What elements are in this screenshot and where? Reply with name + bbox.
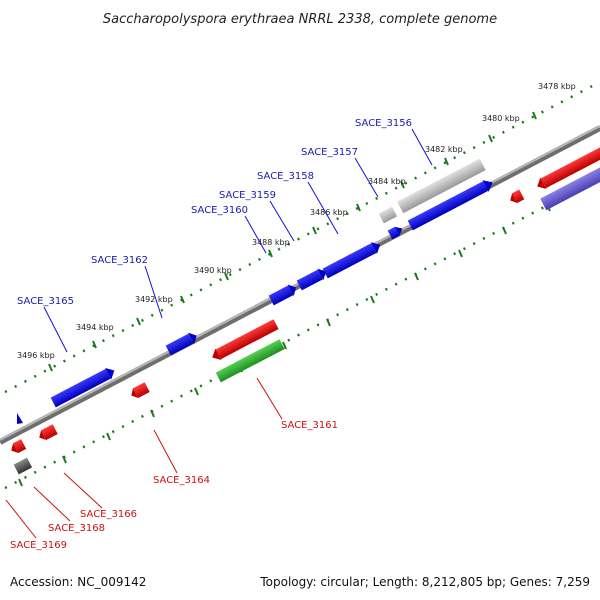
gene-label-sace-3162[interactable]: SACE_3162 [91, 255, 148, 266]
top-leader-lines [43, 128, 433, 353]
tick-label: 3490 kbp [194, 266, 232, 275]
gene-sace-3157[interactable] [387, 224, 405, 240]
tick-label: 3494 kbp [76, 323, 114, 332]
tick-label: 3492 kbp [135, 295, 173, 304]
inner-major-ticks [18, 203, 551, 487]
gene-sace-3166[interactable] [37, 424, 58, 442]
inner-tick-track [4, 176, 600, 490]
gene-label-sace-3159[interactable]: SACE_3159 [219, 190, 276, 201]
tick-label: 3480 kbp [482, 114, 520, 123]
gene-label-sace-3156[interactable]: SACE_3156 [355, 118, 412, 129]
gene-label-sace-3158[interactable]: SACE_3158 [257, 171, 314, 182]
gene-label-sace-3169[interactable]: SACE_3169 [10, 540, 67, 551]
outer-major-ticks [48, 111, 537, 372]
tick-label: 3484 kbp [368, 177, 406, 186]
gene-sace-3164[interactable] [129, 382, 150, 400]
gene-sace-3157-gray[interactable] [378, 206, 398, 224]
gene-sace-3156[interactable] [407, 177, 495, 232]
gene-sace-3161[interactable] [209, 318, 279, 363]
gene-sace-3156-gray[interactable] [397, 158, 486, 214]
outer-tick-track [4, 80, 600, 394]
gene-sace-3162[interactable] [165, 330, 199, 356]
tick-label: 3482 kbp [425, 145, 463, 154]
gene-label-sace-3160[interactable]: SACE_3160 [191, 205, 248, 216]
gene-sace-3158[interactable] [322, 239, 383, 279]
gene-sace-3161-green[interactable] [215, 339, 285, 383]
accession-text: Accession: NC_009142 [10, 575, 146, 589]
gene-right-red[interactable] [534, 145, 600, 192]
gene-sace-3168[interactable] [13, 457, 33, 475]
tick-label: 3496 kbp [17, 351, 55, 360]
gene-label-sace-3166[interactable]: SACE_3166 [80, 509, 137, 520]
gene-small-blue[interactable] [17, 413, 23, 424]
gene-sace-3169[interactable] [9, 439, 27, 455]
gene-label-sace-3164[interactable]: SACE_3164 [153, 475, 210, 486]
gene-right-purple[interactable] [540, 166, 600, 211]
gene-features [9, 145, 600, 475]
genome-stats-text: Topology: circular; Length: 8,212,805 bp… [259, 575, 590, 589]
tick-label: 3488 kbp [252, 238, 290, 247]
map-title: Saccharopolyspora erythraea NRRL 2338, c… [103, 12, 497, 27]
bottom-leader-lines [5, 377, 283, 539]
tick-label: 3486 kbp [310, 208, 348, 217]
gene-sace-3159[interactable] [296, 266, 329, 291]
gene-sace-3160[interactable] [268, 282, 299, 306]
gene-label-sace-3168[interactable]: SACE_3168 [48, 523, 105, 534]
gene-label-sace-3161[interactable]: SACE_3161 [281, 420, 338, 431]
tick-label: 3478 kbp [538, 82, 576, 91]
gene-label-sace-3165[interactable]: SACE_3165 [17, 296, 74, 307]
gene-right-small-red[interactable] [508, 189, 525, 206]
gene-sace-3165[interactable] [50, 365, 117, 408]
gene-label-sace-3157[interactable]: SACE_3157 [301, 147, 358, 158]
